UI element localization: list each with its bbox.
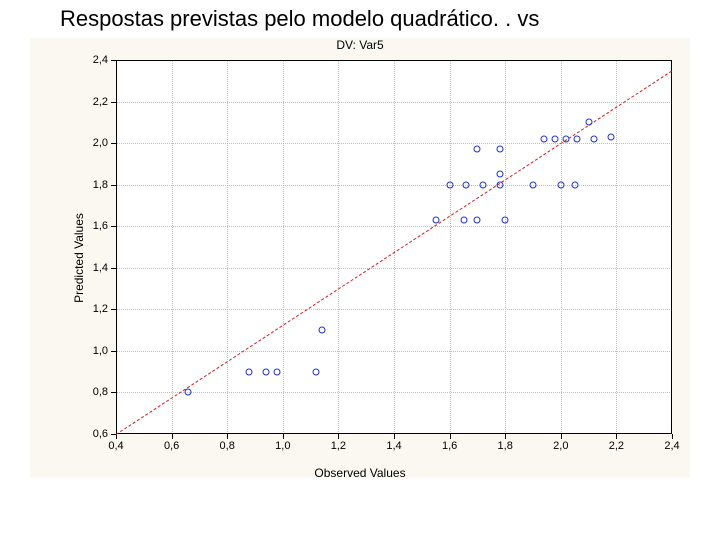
- grid-vertical: [561, 60, 562, 434]
- y-tick-label: 0,6: [93, 428, 116, 440]
- scatter-point: [446, 181, 453, 188]
- scatter-point: [502, 216, 509, 223]
- scatter-point: [463, 181, 470, 188]
- scatter-point: [274, 368, 281, 375]
- x-tick-label: 2,2: [609, 434, 624, 452]
- x-tick-label: 2,4: [664, 434, 679, 452]
- grid-vertical: [338, 60, 339, 434]
- x-tick-label: 1,8: [498, 434, 513, 452]
- scatter-point: [496, 146, 503, 153]
- y-tick-label: 1,6: [93, 220, 116, 232]
- grid-horizontal: [116, 351, 672, 352]
- scatter-point: [591, 135, 598, 142]
- scatter-point: [607, 133, 614, 140]
- x-tick-label: 1,0: [275, 434, 290, 452]
- grid-vertical: [394, 60, 395, 434]
- grid-horizontal: [116, 268, 672, 269]
- y-tick-label: 1,0: [93, 345, 116, 357]
- grid-horizontal: [116, 392, 672, 393]
- y-axis-label: Predicted Values: [72, 213, 86, 303]
- x-tick-label: 1,4: [386, 434, 401, 452]
- grid-vertical: [283, 60, 284, 434]
- scatter-point: [185, 389, 192, 396]
- y-tick-label: 2,2: [93, 96, 116, 108]
- grid-horizontal: [116, 102, 672, 103]
- page-title: Respostas previstas pelo modelo quadráti…: [60, 6, 539, 32]
- grid-horizontal: [116, 143, 672, 144]
- scatter-point: [574, 135, 581, 142]
- scatter-point: [571, 181, 578, 188]
- x-tick-label: 0,8: [220, 434, 235, 452]
- x-tick-label: 2,0: [553, 434, 568, 452]
- y-tick-label: 2,0: [93, 137, 116, 149]
- y-tick-label: 2,4: [93, 54, 116, 66]
- grid-vertical: [450, 60, 451, 434]
- axis-border: [116, 60, 672, 61]
- scatter-point: [460, 216, 467, 223]
- scatter-point: [313, 368, 320, 375]
- scatter-point: [474, 216, 481, 223]
- scatter-point: [263, 368, 270, 375]
- scatter-point: [318, 327, 325, 334]
- x-tick-label: 1,2: [331, 434, 346, 452]
- scatter-point: [563, 135, 570, 142]
- y-tick-label: 1,4: [93, 262, 116, 274]
- grid-horizontal: [116, 185, 672, 186]
- scatter-point: [496, 181, 503, 188]
- scatter-point: [474, 146, 481, 153]
- grid-vertical: [616, 60, 617, 434]
- grid-vertical: [172, 60, 173, 434]
- page-root: Respostas previstas pelo modelo quadráti…: [0, 0, 720, 540]
- chart-subtitle: DV: Var5: [30, 38, 690, 52]
- scatter-point: [246, 368, 253, 375]
- x-tick-label: 0,6: [164, 434, 179, 452]
- axis-border: [116, 60, 117, 434]
- y-tick-label: 1,8: [93, 179, 116, 191]
- scatter-point: [557, 181, 564, 188]
- x-tick-label: 1,6: [442, 434, 457, 452]
- grid-horizontal: [116, 226, 672, 227]
- x-axis-label: Observed Values: [30, 466, 690, 480]
- y-tick-label: 1,2: [93, 303, 116, 315]
- scatter-point: [479, 181, 486, 188]
- scatter-point: [541, 135, 548, 142]
- scatter-point: [585, 119, 592, 126]
- y-tick-label: 0,8: [93, 386, 116, 398]
- scatter-point: [496, 171, 503, 178]
- axis-border: [671, 60, 672, 434]
- scatter-point: [530, 181, 537, 188]
- scatter-point: [552, 135, 559, 142]
- grid-horizontal: [116, 309, 672, 310]
- chart-container: DV: Var5 Predicted Values Observed Value…: [30, 38, 690, 478]
- grid-vertical: [505, 60, 506, 434]
- grid-vertical: [227, 60, 228, 434]
- axis-border: [116, 433, 672, 434]
- scatter-point: [432, 216, 439, 223]
- plot-area: 0,40,60,81,01,21,41,61,82,02,22,40,60,81…: [116, 60, 672, 434]
